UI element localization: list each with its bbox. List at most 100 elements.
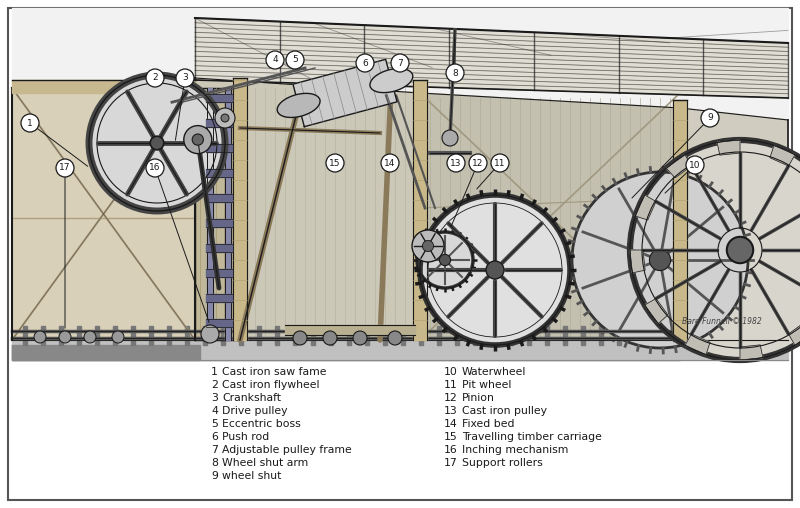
Circle shape bbox=[112, 331, 124, 343]
Text: Waterwheel: Waterwheel bbox=[462, 367, 526, 377]
Circle shape bbox=[491, 154, 509, 172]
Polygon shape bbox=[581, 326, 585, 345]
Text: 1: 1 bbox=[211, 367, 218, 377]
Text: 17: 17 bbox=[444, 458, 458, 468]
Text: 9: 9 bbox=[707, 113, 713, 122]
Polygon shape bbox=[206, 219, 232, 227]
Polygon shape bbox=[185, 326, 189, 345]
Text: 11: 11 bbox=[494, 158, 506, 168]
Polygon shape bbox=[225, 88, 231, 340]
Text: 13: 13 bbox=[450, 158, 462, 168]
Polygon shape bbox=[149, 326, 153, 345]
Polygon shape bbox=[740, 345, 763, 360]
Text: Wheel shut arm: Wheel shut arm bbox=[222, 458, 308, 468]
Polygon shape bbox=[671, 326, 675, 345]
Circle shape bbox=[221, 114, 229, 122]
Text: Fixed bed: Fixed bed bbox=[462, 419, 514, 429]
Text: 8: 8 bbox=[452, 69, 458, 78]
Polygon shape bbox=[527, 326, 531, 345]
Text: 8: 8 bbox=[211, 458, 218, 468]
Polygon shape bbox=[95, 326, 99, 345]
Polygon shape bbox=[207, 88, 213, 340]
Circle shape bbox=[293, 331, 307, 345]
Text: 13: 13 bbox=[444, 406, 458, 416]
Text: Push rod: Push rod bbox=[222, 432, 270, 442]
Polygon shape bbox=[413, 80, 427, 340]
Text: 14: 14 bbox=[444, 419, 458, 429]
Polygon shape bbox=[206, 319, 232, 327]
Circle shape bbox=[176, 69, 194, 87]
Circle shape bbox=[439, 255, 450, 266]
Circle shape bbox=[422, 240, 434, 251]
Circle shape bbox=[391, 54, 409, 72]
Polygon shape bbox=[206, 294, 232, 302]
Circle shape bbox=[486, 261, 504, 279]
Text: Cast iron saw fame: Cast iron saw fame bbox=[222, 367, 326, 377]
Text: 6: 6 bbox=[362, 58, 368, 68]
FancyBboxPatch shape bbox=[8, 8, 792, 500]
Polygon shape bbox=[437, 326, 441, 345]
Polygon shape bbox=[645, 299, 668, 324]
Text: 10: 10 bbox=[444, 367, 458, 377]
Circle shape bbox=[686, 156, 704, 174]
Text: Crankshaft: Crankshaft bbox=[222, 393, 281, 403]
Polygon shape bbox=[419, 326, 423, 345]
Text: Support rollers: Support rollers bbox=[462, 458, 542, 468]
Circle shape bbox=[446, 64, 464, 82]
Polygon shape bbox=[491, 326, 495, 345]
Text: 1: 1 bbox=[27, 118, 33, 128]
Polygon shape bbox=[257, 326, 261, 345]
Text: 15: 15 bbox=[444, 432, 458, 442]
Polygon shape bbox=[285, 325, 415, 335]
Text: 2: 2 bbox=[152, 74, 158, 82]
Text: Eccentric boss: Eccentric boss bbox=[222, 419, 301, 429]
Text: Drive pulley: Drive pulley bbox=[222, 406, 287, 416]
Polygon shape bbox=[12, 345, 200, 360]
Circle shape bbox=[388, 331, 402, 345]
Circle shape bbox=[89, 75, 225, 211]
Polygon shape bbox=[167, 326, 171, 345]
Polygon shape bbox=[420, 93, 680, 340]
Circle shape bbox=[572, 172, 748, 348]
Text: 12: 12 bbox=[472, 158, 484, 168]
Polygon shape bbox=[617, 326, 621, 345]
Text: 7: 7 bbox=[211, 445, 218, 455]
Circle shape bbox=[34, 331, 46, 343]
Polygon shape bbox=[195, 18, 788, 98]
Circle shape bbox=[381, 154, 399, 172]
Text: 14: 14 bbox=[384, 158, 396, 168]
Polygon shape bbox=[77, 326, 81, 345]
Circle shape bbox=[420, 195, 570, 345]
Circle shape bbox=[442, 130, 458, 146]
Polygon shape bbox=[12, 8, 788, 360]
Polygon shape bbox=[41, 326, 45, 345]
Circle shape bbox=[150, 136, 164, 150]
Polygon shape bbox=[195, 78, 420, 340]
Polygon shape bbox=[666, 155, 691, 178]
Circle shape bbox=[469, 154, 487, 172]
Polygon shape bbox=[685, 334, 710, 355]
Circle shape bbox=[323, 331, 337, 345]
Polygon shape bbox=[293, 326, 297, 345]
Polygon shape bbox=[131, 326, 135, 345]
Text: Inching mechanism: Inching mechanism bbox=[462, 445, 568, 455]
Polygon shape bbox=[293, 59, 397, 126]
Polygon shape bbox=[509, 326, 513, 345]
Text: Bare Funnell © 1982: Bare Funnell © 1982 bbox=[682, 317, 762, 326]
Polygon shape bbox=[630, 250, 645, 273]
Polygon shape bbox=[545, 326, 549, 345]
Text: 5: 5 bbox=[292, 55, 298, 65]
Polygon shape bbox=[770, 145, 795, 166]
Circle shape bbox=[201, 325, 219, 343]
Text: Pinion: Pinion bbox=[462, 393, 495, 403]
Circle shape bbox=[192, 134, 203, 145]
Polygon shape bbox=[239, 326, 243, 345]
Polygon shape bbox=[455, 326, 459, 345]
Polygon shape bbox=[12, 340, 788, 360]
Circle shape bbox=[266, 51, 284, 69]
Polygon shape bbox=[206, 169, 232, 177]
Circle shape bbox=[726, 237, 754, 263]
Circle shape bbox=[417, 232, 473, 288]
Polygon shape bbox=[473, 326, 477, 345]
Ellipse shape bbox=[277, 93, 320, 117]
